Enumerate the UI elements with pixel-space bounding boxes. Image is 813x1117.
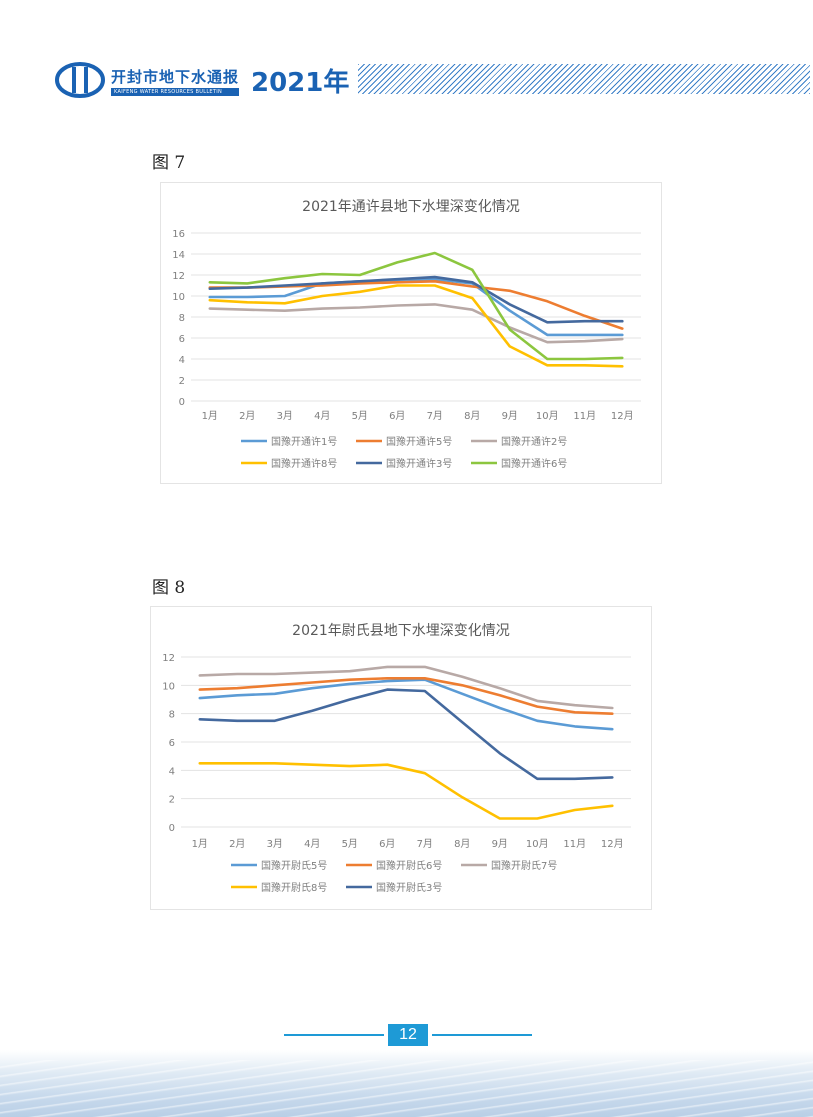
y-tick-label: 4 [179,355,185,366]
series-line [198,762,614,820]
x-tick-label: 2月 [229,838,245,850]
y-tick-label: 12 [172,271,185,282]
legend-label: 国豫开尉氏5号 [261,859,327,872]
y-tick-label: 12 [162,653,175,664]
water-logo-icon [55,62,105,98]
x-tick-label: 4月 [304,838,320,850]
chart-tongxu: 2021年通许县地下水埋深变化情况 0 2 4 6 8 10 12 14 16 1月 2月 3月 4月 5月… [160,182,662,484]
y-tick-label: 2 [169,795,175,806]
bulletin-title-block: 开封市地下水通报 KAIFENG WATER RESOURCES BULLETI… [111,66,240,96]
legend-label: 国豫开通许6号 [501,457,567,470]
figure-7-label: 图 7 [152,153,186,173]
y-tick-label: 14 [172,250,185,261]
x-tick-label: 9月 [502,410,518,422]
x-tick-label: 11月 [563,838,586,850]
y-tick-label: 6 [179,334,185,345]
legend-label: 国豫开通许1号 [271,435,337,448]
y-tick-label: 0 [169,823,175,834]
x-tick-label: 10月 [536,410,559,422]
bulletin-subtitle: KAIFENG WATER RESOURCES BULLETIN [111,88,240,96]
water-waves-decoration [0,1060,813,1117]
page-number: 12 [388,1024,428,1046]
x-tick-label: 5月 [352,410,368,422]
x-tick-label: 12月 [611,410,634,422]
footer-line-right [432,1034,532,1036]
y-tick-label: 10 [162,681,175,692]
series-line [208,284,624,368]
y-tick-label: 4 [169,766,175,777]
chart-title: 2021年尉氏县地下水埋深变化情况 [292,623,510,639]
x-tick-label: 6月 [389,410,405,422]
legend-label: 国豫开尉氏6号 [376,859,442,872]
y-tick-label: 8 [179,313,185,324]
y-tick-label: 2 [179,376,185,387]
chart-weishi: 2021年尉氏县地下水埋深变化情况 0 2 4 6 8 10 12 1月 2月 3月 4月 5月 6月 7月… [150,606,652,910]
bulletin-year: 2021年 [251,68,350,98]
legend-label: 国豫开通许8号 [271,457,337,470]
legend-label: 国豫开尉氏7号 [491,859,557,872]
chart-svg: 2021年通许县地下水埋深变化情况 0 2 4 6 8 10 12 14 16 1月 2月 3月 4月 5月… [172,199,641,470]
chart-title: 2021年通许县地下水埋深变化情况 [302,199,520,215]
series-line [208,275,624,324]
legend-label: 国豫开通许3号 [386,457,452,470]
x-tick-label: 6月 [379,838,395,850]
x-tick-label: 3月 [277,410,293,422]
series-line [208,251,624,361]
page-header: 开封市地下水通报 KAIFENG WATER RESOURCES BULLETI… [55,60,810,100]
x-tick-label: 8月 [454,838,470,850]
legend-label: 国豫开尉氏8号 [261,881,327,894]
x-tick-label: 5月 [342,838,358,850]
x-tick-label: 11月 [573,410,596,422]
series-line [198,678,614,731]
x-tick-label: 1月 [202,410,218,422]
y-tick-label: 6 [169,738,175,749]
legend-label: 国豫开尉氏3号 [376,881,442,894]
series-line [198,665,614,710]
x-tick-label: 7月 [427,410,443,422]
x-tick-label: 12月 [601,838,624,850]
legend-label: 国豫开通许5号 [386,435,452,448]
x-tick-label: 7月 [417,838,433,850]
y-tick-label: 8 [169,710,175,721]
x-tick-label: 8月 [464,410,480,422]
x-tick-label: 3月 [267,838,283,850]
y-tick-label: 16 [172,229,185,240]
header-hatch-decoration [358,64,810,94]
x-tick-label: 1月 [192,838,208,850]
x-tick-label: 2月 [239,410,255,422]
y-tick-label: 10 [172,292,185,303]
legend-label: 国豫开通许2号 [501,435,567,448]
series-line [208,303,624,344]
y-tick-label: 0 [179,397,185,408]
bulletin-title: 开封市地下水通报 [111,68,240,86]
footer-line-left [284,1034,384,1036]
series-line [198,688,614,781]
x-tick-label: 9月 [492,838,508,850]
series-line [208,277,624,337]
figure-8-label: 图 8 [152,578,186,598]
x-tick-label: 10月 [526,838,549,850]
x-tick-label: 4月 [314,410,330,422]
chart-svg: 2021年尉氏县地下水埋深变化情况 0 2 4 6 8 10 12 1月 2月 3月 4月 5月 6月 7月… [162,623,631,894]
series-line [198,677,614,715]
